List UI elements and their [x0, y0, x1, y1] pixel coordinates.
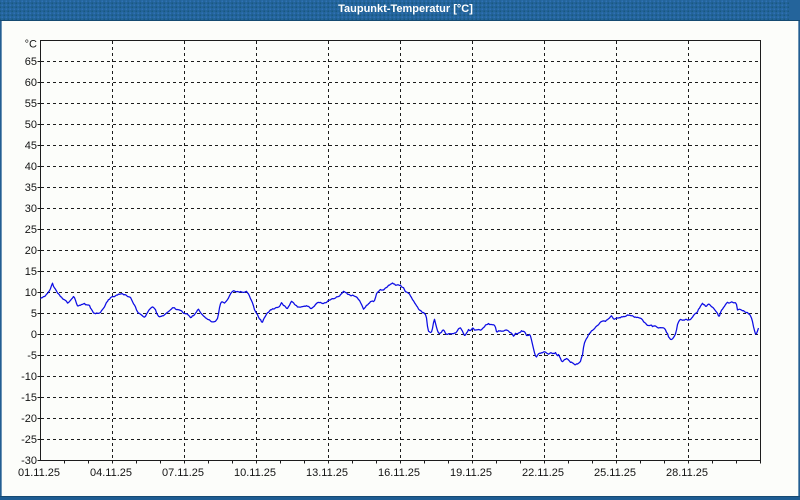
svg-text:35: 35: [25, 182, 37, 194]
svg-text:40: 40: [25, 161, 37, 173]
svg-text:65: 65: [25, 56, 37, 68]
svg-text:-5: -5: [27, 350, 37, 362]
svg-text:30: 30: [25, 203, 37, 215]
svg-text:01.11.25: 01.11.25: [18, 467, 60, 479]
svg-text:25.11.25: 25.11.25: [594, 467, 636, 479]
svg-text:45: 45: [25, 140, 37, 152]
svg-text:5: 5: [31, 308, 37, 320]
svg-text:22.11.25: 22.11.25: [522, 467, 564, 479]
svg-text:25: 25: [25, 224, 37, 236]
svg-text:-15: -15: [21, 392, 37, 404]
svg-text:-30: -30: [21, 455, 37, 467]
svg-text:55: 55: [25, 98, 37, 110]
svg-text:28.11.25: 28.11.25: [666, 467, 708, 479]
svg-text:°C: °C: [25, 39, 37, 51]
svg-text:10.11.25: 10.11.25: [234, 467, 276, 479]
svg-text:20: 20: [25, 245, 37, 257]
svg-text:07.11.25: 07.11.25: [162, 467, 204, 479]
svg-text:16.11.25: 16.11.25: [378, 467, 420, 479]
svg-text:-20: -20: [21, 413, 37, 425]
svg-text:-25: -25: [21, 434, 37, 446]
svg-text:10: 10: [25, 287, 37, 299]
svg-text:19.11.25: 19.11.25: [450, 467, 492, 479]
svg-text:0: 0: [31, 329, 37, 341]
svg-text:-10: -10: [21, 371, 37, 383]
svg-text:15: 15: [25, 266, 37, 278]
svg-text:50: 50: [25, 119, 37, 131]
svg-text:13.11.25: 13.11.25: [306, 467, 348, 479]
svg-text:60: 60: [25, 77, 37, 89]
svg-text:04.11.25: 04.11.25: [90, 467, 132, 479]
